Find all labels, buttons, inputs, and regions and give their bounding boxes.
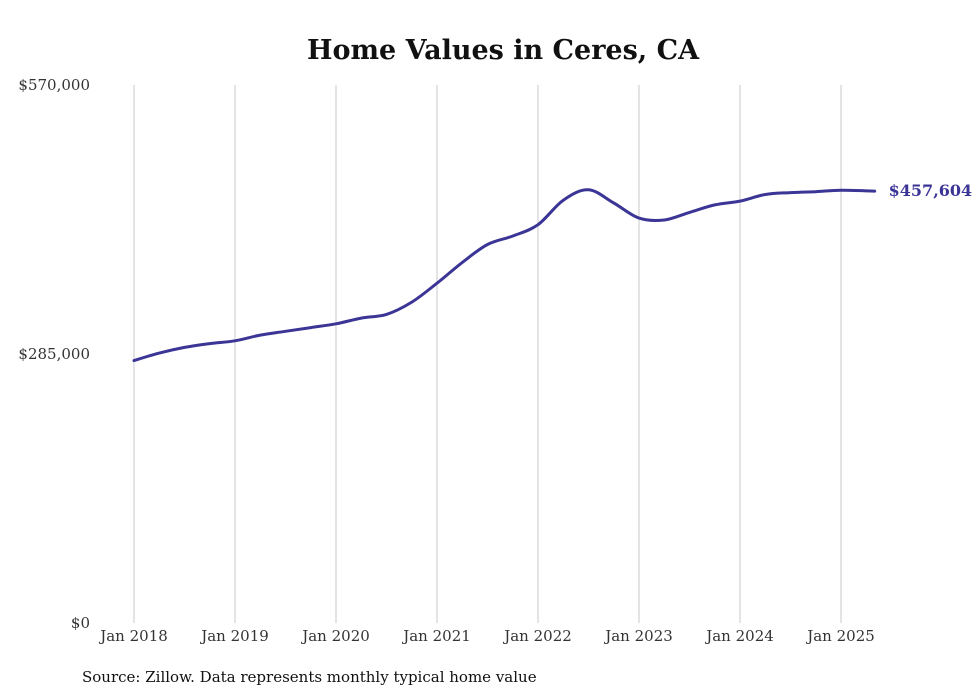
home-value-line bbox=[132, 188, 877, 363]
y-tick-label: $0 bbox=[71, 614, 90, 632]
latest-value-label: $457,604 bbox=[889, 181, 973, 200]
x-tick-label: Jan 2023 bbox=[603, 627, 673, 645]
x-tick-label: Jan 2021 bbox=[401, 627, 471, 645]
x-tick-label: Jan 2022 bbox=[502, 627, 572, 645]
y-axis-ticks: $570,000 $285,000 $0 bbox=[18, 76, 90, 632]
y-tick-label: $570,000 bbox=[18, 76, 90, 94]
x-axis-ticks: Jan 2018 Jan 2019 Jan 2020 Jan 2021 Jan 2022… bbox=[98, 627, 875, 645]
vertical-gridlines bbox=[133, 85, 842, 623]
y-tick-label: $285,000 bbox=[18, 345, 90, 363]
x-tick-label: Jan 2020 bbox=[300, 627, 370, 645]
x-tick-label: Jan 2025 bbox=[805, 627, 875, 645]
x-tick-label: Jan 2018 bbox=[98, 627, 168, 645]
x-tick-label: Jan 2024 bbox=[704, 627, 774, 645]
source-note: Source: Zillow. Data represents monthly … bbox=[82, 668, 537, 686]
chart-title: Home Values in Ceres, CA bbox=[307, 35, 700, 66]
x-tick-label: Jan 2019 bbox=[199, 627, 269, 645]
